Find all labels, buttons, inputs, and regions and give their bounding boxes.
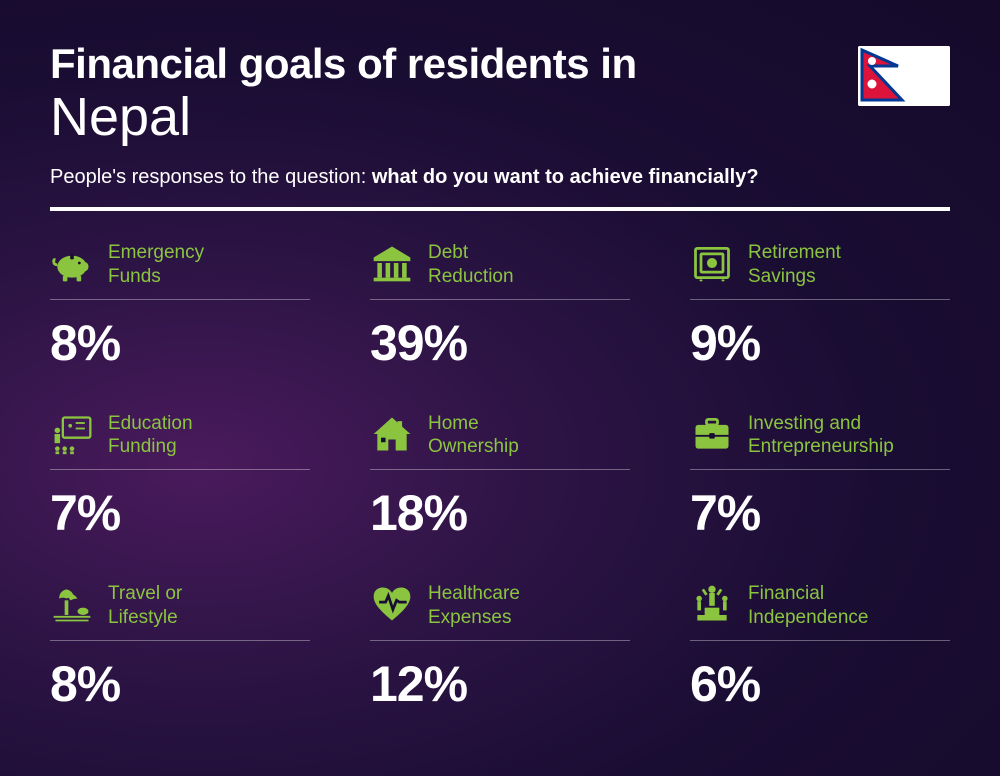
item-label: EmergencyFunds — [108, 241, 204, 289]
item-value: 6% — [690, 655, 950, 713]
title-line1: Financial goals of residents in — [50, 40, 950, 88]
item-label: HealthcareExpenses — [428, 582, 520, 630]
item-header: DebtReduction — [370, 241, 630, 300]
header: Financial goals of residents in Nepal Pe… — [50, 40, 950, 189]
education-icon — [50, 412, 94, 456]
item-home-ownership: HomeOwnership 18% — [370, 412, 630, 543]
title-line2: Nepal — [50, 86, 950, 148]
item-label: Travel orLifestyle — [108, 582, 182, 630]
subtitle-bold: what do you want to achieve financially? — [372, 166, 759, 188]
subtitle-prefix: People's responses to the question: — [50, 166, 372, 188]
item-investing: Investing andEntrepreneurship 7% — [690, 412, 950, 543]
item-header: FinancialIndependence — [690, 582, 950, 641]
item-value: 39% — [370, 314, 630, 372]
item-header: HealthcareExpenses — [370, 582, 630, 641]
item-header: RetirementSavings — [690, 241, 950, 300]
item-label: EducationFunding — [108, 412, 193, 460]
item-value: 8% — [50, 314, 310, 372]
briefcase-icon — [690, 412, 734, 456]
house-icon — [370, 412, 414, 456]
item-label: RetirementSavings — [748, 241, 841, 289]
item-header: HomeOwnership — [370, 412, 630, 471]
item-value: 9% — [690, 314, 950, 372]
item-header: Travel orLifestyle — [50, 582, 310, 641]
divider — [50, 207, 950, 211]
infographic-container: Financial goals of residents in Nepal Pe… — [0, 0, 1000, 753]
piggy-bank-icon — [50, 241, 94, 285]
item-healthcare: HealthcareExpenses 12% — [370, 582, 630, 713]
item-header: EducationFunding — [50, 412, 310, 471]
item-label: FinancialIndependence — [748, 582, 868, 630]
safe-icon — [690, 241, 734, 285]
item-header: EmergencyFunds — [50, 241, 310, 300]
healthcare-icon — [370, 582, 414, 626]
items-grid: EmergencyFunds 8% DebtReduction 39% Reti… — [50, 241, 950, 713]
item-value: 7% — [50, 484, 310, 542]
item-label: DebtReduction — [428, 241, 514, 289]
flag-nepal — [858, 46, 950, 106]
item-label: HomeOwnership — [428, 412, 519, 460]
item-header: Investing andEntrepreneurship — [690, 412, 950, 471]
item-value: 8% — [50, 655, 310, 713]
subtitle: People's responses to the question: what… — [50, 166, 950, 189]
bank-icon — [370, 241, 414, 285]
item-value: 7% — [690, 484, 950, 542]
travel-icon — [50, 582, 94, 626]
item-travel-lifestyle: Travel orLifestyle 8% — [50, 582, 310, 713]
item-education-funding: EducationFunding 7% — [50, 412, 310, 543]
item-value: 18% — [370, 484, 630, 542]
item-retirement-savings: RetirementSavings 9% — [690, 241, 950, 372]
item-emergency-funds: EmergencyFunds 8% — [50, 241, 310, 372]
item-financial-independence: FinancialIndependence 6% — [690, 582, 950, 713]
item-label: Investing andEntrepreneurship — [748, 412, 894, 460]
item-value: 12% — [370, 655, 630, 713]
item-debt-reduction: DebtReduction 39% — [370, 241, 630, 372]
independence-icon — [690, 582, 734, 626]
